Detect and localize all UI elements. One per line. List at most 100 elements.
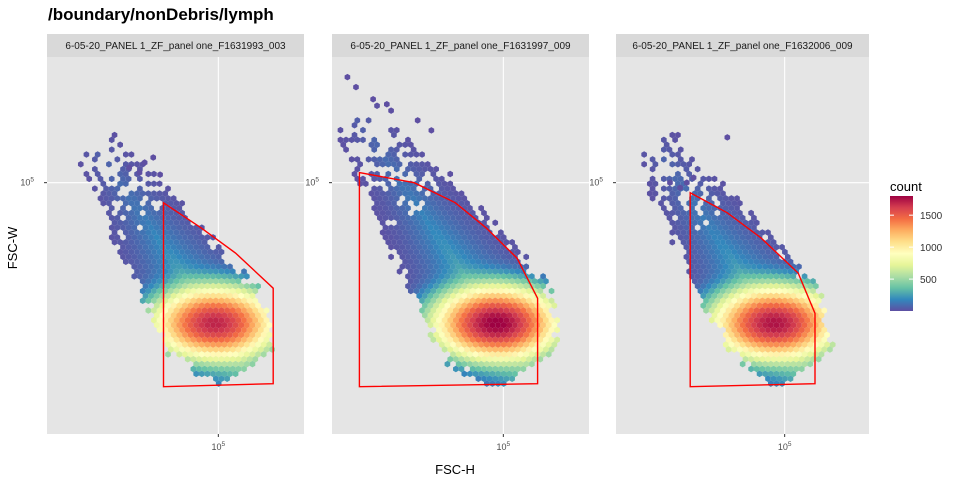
facet-strip [616, 34, 869, 57]
hex-bin [244, 292, 250, 300]
hex-bin [382, 156, 389, 163]
hex-bin [337, 126, 344, 134]
hex-bin [419, 161, 425, 168]
hex-bin [734, 253, 740, 261]
hex-bin [207, 356, 214, 363]
hex-bin [430, 287, 437, 295]
hex-bin [215, 273, 222, 280]
hex-bin [512, 302, 518, 309]
hex-bin [173, 287, 180, 295]
hex-bin [759, 326, 766, 334]
hex-bin [198, 341, 205, 348]
hex-bin [210, 321, 216, 329]
hex-bin [495, 331, 501, 339]
hex-bin [120, 195, 126, 202]
hex-bin [193, 282, 199, 290]
hex-bin-outlier [157, 171, 163, 178]
hex-bin [478, 312, 484, 319]
hex-bin [142, 204, 149, 212]
hex-bin [483, 282, 490, 290]
hex-bin [708, 248, 715, 256]
hex-bin [765, 336, 771, 343]
hex-bin [509, 248, 515, 256]
hex-bin [402, 190, 408, 197]
hex-bin [503, 297, 510, 304]
hex-bin [469, 219, 476, 226]
hex-bin [697, 278, 704, 285]
hex-bin [722, 195, 729, 202]
hex-bin [475, 326, 482, 334]
hex-bin [371, 136, 378, 144]
hex-bin [706, 263, 712, 270]
hex-bin [165, 282, 171, 290]
hex-bin [182, 341, 188, 348]
hex-bin [708, 239, 715, 246]
hex-bin [134, 219, 140, 226]
hex-bin [711, 282, 718, 290]
hex-bin [677, 204, 684, 212]
hex-bin [514, 287, 521, 295]
hex-bin [661, 204, 667, 212]
hex-bin [531, 307, 538, 314]
hex-bin [441, 229, 448, 236]
hex-bin [512, 243, 518, 251]
hex-bin [156, 307, 163, 314]
hex-bin [241, 317, 247, 324]
hex-bin [478, 243, 484, 251]
hex-bin [489, 243, 496, 251]
hex-bin [503, 326, 510, 334]
hex-bin [165, 312, 171, 319]
hex-bin [444, 204, 451, 212]
hex-bin [703, 297, 709, 304]
hex-bin [711, 185, 718, 192]
hex-bin [184, 307, 191, 314]
hex-bin [145, 170, 152, 178]
hex-bin [787, 365, 794, 373]
hex-bin [430, 268, 437, 275]
hex-bin [529, 273, 535, 280]
hex-bin [722, 234, 729, 241]
hex-bin [201, 248, 208, 256]
hex-bin [413, 161, 420, 168]
hex-bin [537, 326, 544, 334]
hex-bin [731, 307, 738, 314]
hex-bin [151, 170, 157, 178]
hex-bin [193, 321, 199, 329]
hex-bin [173, 268, 180, 275]
hex-bin [773, 331, 780, 339]
hex-bin [441, 248, 448, 256]
hex-bin [207, 258, 214, 265]
hex-bin [179, 346, 185, 353]
hex-bin [818, 312, 825, 319]
hex-bin [492, 258, 499, 265]
hex-bin [520, 365, 527, 373]
hex-bin [796, 263, 802, 270]
hex-bin [464, 239, 470, 246]
hex-bin [184, 248, 191, 256]
hex-bin [523, 321, 530, 329]
hex-bin [354, 165, 361, 173]
hex-bin [343, 146, 349, 153]
hex-bin [396, 209, 403, 217]
hex-bin [762, 331, 768, 339]
hex-bin [782, 346, 788, 353]
hex-bin-outlier [677, 184, 683, 191]
hex-bin [739, 282, 746, 290]
hex-bin [145, 229, 152, 236]
hex-bin [464, 356, 470, 363]
hex-bin [424, 161, 431, 168]
hex-bin [436, 278, 442, 285]
hex-bin [393, 243, 400, 251]
hex-bin [433, 224, 439, 231]
hex-bin [153, 302, 160, 309]
hex-bin [520, 326, 527, 334]
hex-bin [170, 312, 177, 319]
hex-bin [543, 346, 549, 353]
hex-bin [708, 190, 715, 197]
hex-bin [399, 253, 406, 261]
hex-bin [438, 253, 445, 261]
hex-bin [182, 253, 188, 261]
hex-bin [779, 302, 785, 309]
hex-bin [249, 341, 256, 348]
hex-bin [232, 312, 239, 319]
